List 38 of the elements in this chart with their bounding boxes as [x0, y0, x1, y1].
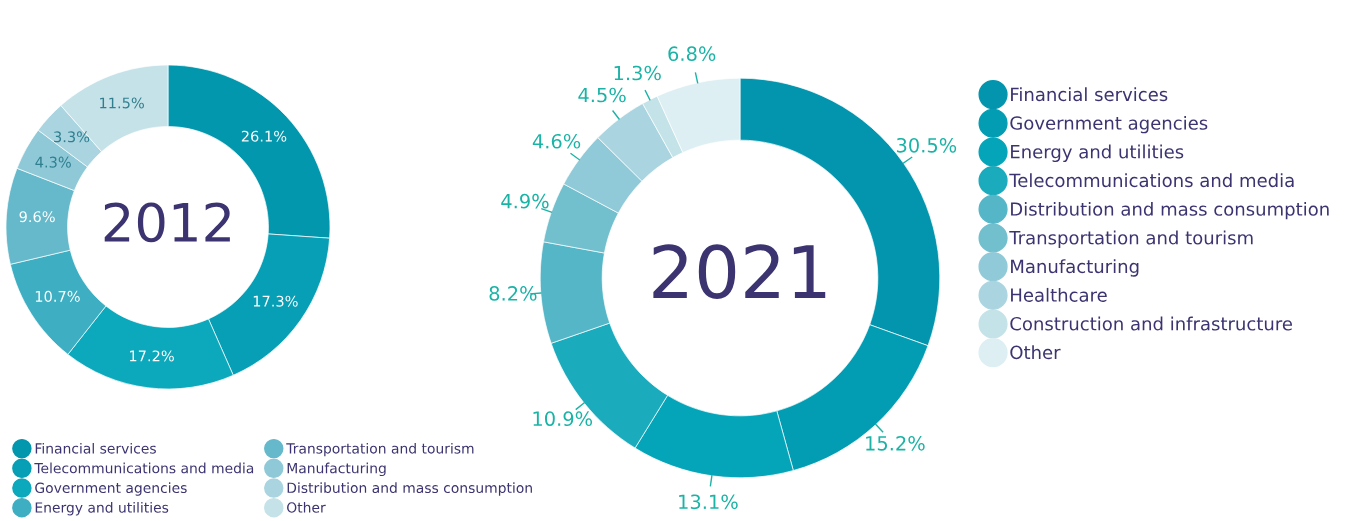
data-label: 8.2% — [489, 286, 537, 301]
data-label: 15.2% — [866, 435, 925, 451]
legend-label: Government agencies — [1010, 115, 1208, 134]
legend-label: Financial services — [35, 442, 156, 454]
legend-label: Manufacturing — [1011, 259, 1139, 277]
data-label: 4.6% — [532, 133, 581, 149]
legend-label: Energy and utilities — [1011, 144, 1184, 163]
legend-label: Other — [287, 502, 326, 513]
data-label: 11.5% — [100, 97, 144, 109]
legend-label: Financial services — [1011, 87, 1168, 102]
data-label: 17.3% — [253, 295, 298, 307]
text: 2012 — [104, 202, 230, 243]
legend-label: Transportation and tourism — [286, 442, 474, 457]
data-label: 10.7% — [35, 290, 80, 302]
data-label: 10.9% — [533, 411, 593, 427]
legend-label: Transportation and tourism — [1009, 230, 1253, 249]
legend-label: Healthcare — [1011, 287, 1107, 302]
data-label: 3.3% — [54, 131, 90, 143]
data-label: 13.1% — [679, 494, 738, 510]
text: 2021 — [653, 244, 826, 299]
data-label: 6.8% — [668, 46, 716, 62]
data-label: 1.3% — [614, 65, 661, 81]
data-label: 9.6% — [19, 211, 55, 223]
data-label: 4.3% — [35, 156, 71, 168]
legend-label: Manufacturing — [287, 462, 386, 477]
legend-label: Energy and utilities — [35, 502, 169, 516]
legend-label: Distribution and mass consumption — [287, 482, 532, 496]
legend-label: Government agencies — [35, 482, 187, 496]
legend-label: Distribution and mass consumption — [1011, 201, 1329, 220]
legend-label: Telecommunications and media — [34, 462, 254, 474]
legend-label: Construction and infrastructure — [1010, 316, 1292, 331]
data-label: 4.5% — [578, 87, 626, 103]
data-label: 26.1% — [241, 130, 287, 142]
data-label: 30.5% — [896, 137, 957, 153]
legend-label: Telecommunications and media — [1009, 173, 1294, 188]
data-label: 17.2% — [129, 350, 174, 362]
legend-label: Other — [1010, 345, 1061, 360]
data-label: 4.9% — [501, 193, 549, 209]
